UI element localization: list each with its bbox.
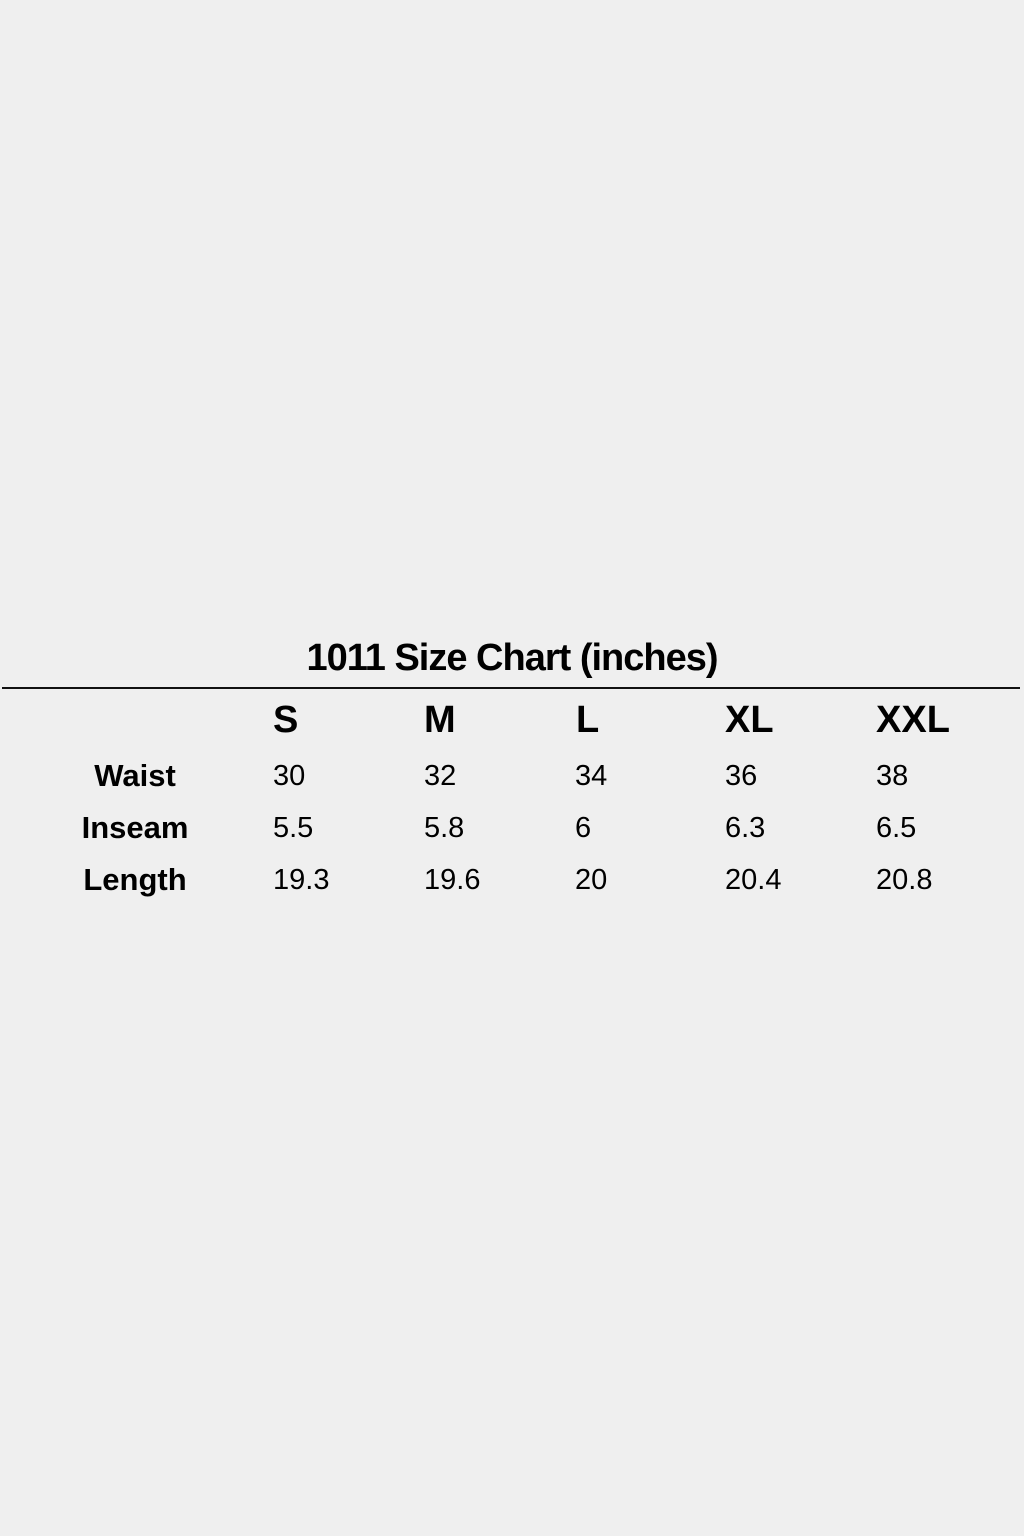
row-label: Length: [83, 862, 187, 897]
size-header-s: S: [273, 699, 299, 741]
table-cell: 19.3: [273, 864, 330, 896]
table-cell: 32: [424, 760, 457, 792]
table-cell: 5.8: [424, 812, 465, 844]
table-cell: 30: [273, 760, 306, 792]
size-chart-title: 1011 Size Chart (inches): [306, 637, 718, 679]
title-divider: [2, 687, 1020, 689]
table-cell: 20.4: [725, 864, 782, 896]
table-cell: 38: [876, 760, 909, 792]
size-header-xl: XL: [725, 699, 774, 741]
size-header-m: M: [424, 699, 456, 741]
size-header-xxl: XXL: [876, 699, 950, 741]
table-cell: 34: [575, 760, 608, 792]
table-cell: 36: [725, 760, 758, 792]
table-cell: 19.6: [424, 864, 481, 896]
row-label: Inseam: [81, 810, 189, 845]
size-header-l: L: [576, 699, 600, 741]
table-cell: 6.5: [876, 812, 917, 844]
table-cell: 6.3: [725, 812, 766, 844]
table-cell: 20: [575, 864, 608, 896]
table-cell: 20.8: [876, 864, 933, 896]
table-cell: 5.5: [273, 812, 314, 844]
row-label: Waist: [94, 758, 176, 793]
table-cell: 6: [575, 812, 592, 844]
